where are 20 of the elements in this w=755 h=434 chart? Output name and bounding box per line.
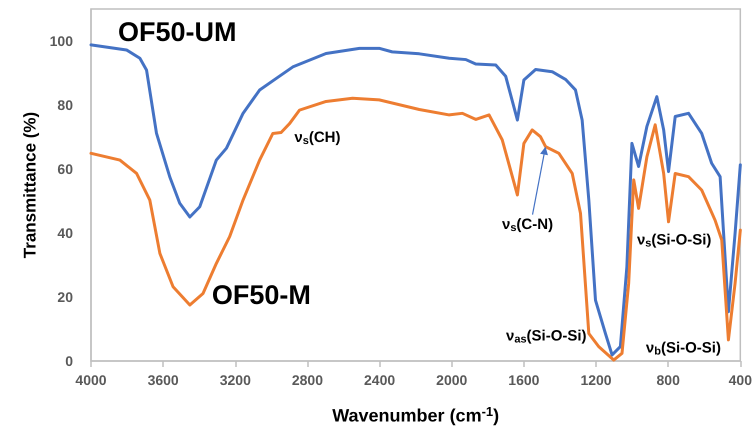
y-tick-label: 100 — [50, 33, 74, 49]
x-tick-label: 3200 — [220, 372, 252, 388]
x-tick-label: 3600 — [148, 372, 179, 388]
x-tick-label: 400 — [728, 372, 752, 388]
x-tick-label: 1200 — [580, 372, 612, 388]
x-tick-label: 2800 — [292, 372, 324, 388]
y-tick-label: 80 — [57, 97, 74, 113]
y-tick-label: 40 — [57, 225, 74, 241]
x-tick-label: 4000 — [75, 372, 107, 388]
y-tick-label: 60 — [57, 161, 74, 177]
x-tick-label: 2400 — [364, 372, 396, 388]
series-label: OF50-M — [212, 280, 311, 310]
line-series — [90, 43, 742, 356]
y-tick-label: 0 — [65, 353, 74, 369]
y-axis-title: Transmittance (%) — [20, 112, 40, 258]
y-tick-label: 20 — [57, 289, 74, 305]
series-label: OF50-UM — [118, 16, 237, 47]
x-tick-label: 800 — [656, 372, 680, 388]
x-tick-label: 2000 — [436, 372, 468, 388]
x-tick-label: 1600 — [508, 372, 540, 388]
